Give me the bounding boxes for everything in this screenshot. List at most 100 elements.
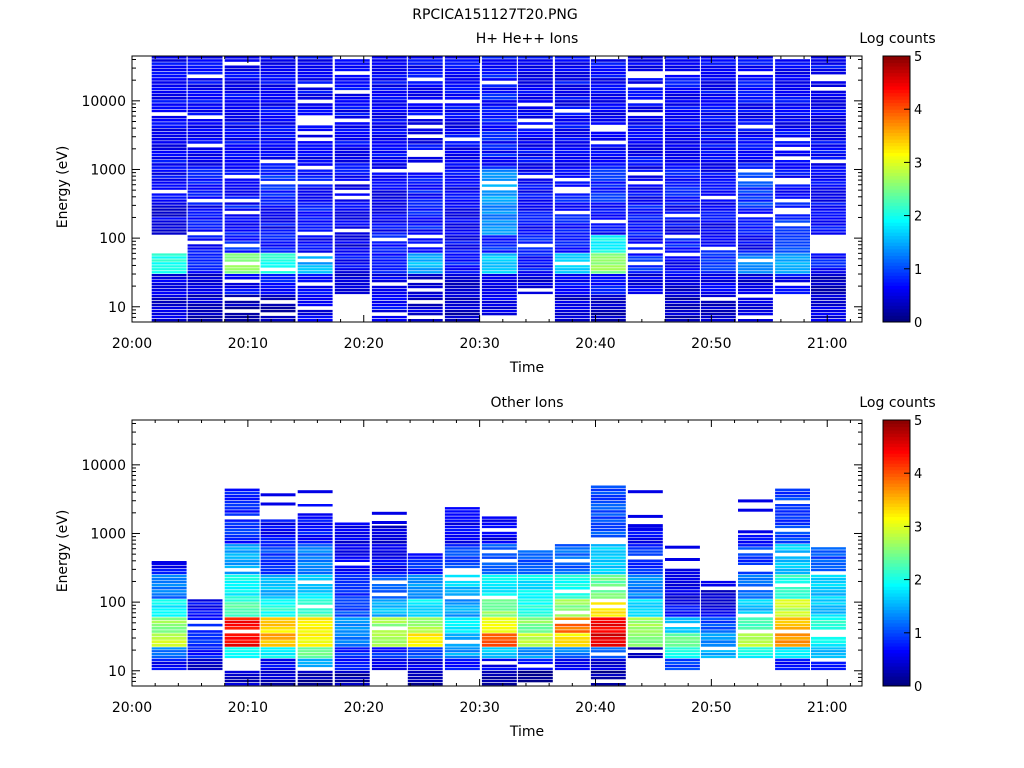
heatmap-cell [665, 294, 700, 298]
heatmap-cell [517, 658, 553, 662]
heatmap-cell [665, 134, 700, 138]
heatmap-cell [334, 627, 370, 630]
heatmap-cell [407, 277, 443, 280]
heatmap-cell [260, 556, 296, 559]
heatmap-cell [334, 633, 370, 637]
heatmap-cell [775, 97, 810, 100]
x-tick-label: 20:30 [459, 700, 499, 716]
colorbar-segment [883, 312, 910, 316]
colorbar-segment [883, 112, 910, 117]
colorbar-segment [883, 258, 910, 263]
heatmap-cell [481, 590, 517, 593]
heatmap-cell [407, 282, 443, 286]
heatmap-cell [371, 144, 407, 147]
heatmap-cell [444, 643, 480, 647]
colorbar-segment [883, 185, 910, 190]
heatmap-cell [297, 169, 333, 172]
heatmap-cell [811, 312, 846, 316]
heatmap-cell [260, 593, 296, 596]
heatmap-cell [738, 547, 773, 550]
heatmap-cell [700, 580, 736, 584]
heatmap-cell [260, 81, 296, 84]
heatmap-cell [151, 147, 187, 150]
heatmap-cell [224, 128, 260, 132]
heatmap-cell [260, 97, 296, 100]
heatmap-cell [738, 562, 773, 565]
heatmap-cell [371, 590, 407, 593]
heatmap-cell [444, 312, 480, 316]
heatmap-cell [627, 285, 663, 289]
heatmap-cell [481, 68, 517, 72]
heatmap-cell [590, 504, 626, 507]
heatmap-cell [151, 229, 187, 232]
heatmap-cell [407, 623, 443, 627]
heatmap-cell [224, 602, 260, 605]
heatmap-cell [738, 119, 773, 122]
heatmap-cell [481, 153, 517, 157]
heatmap-cell [260, 565, 296, 569]
heatmap-cell [590, 670, 626, 674]
heatmap-cell [334, 611, 370, 614]
heatmap-cell [554, 244, 590, 247]
heatmap-cell [481, 602, 517, 605]
heatmap-cell [627, 565, 663, 569]
heatmap-cell [334, 655, 370, 659]
colorbar-segment [883, 265, 910, 270]
heatmap-cell [224, 504, 260, 507]
heatmap-cell [297, 134, 333, 138]
heatmap-cell [444, 611, 480, 614]
heatmap-cell [590, 319, 626, 322]
heatmap-cell [444, 193, 480, 196]
heatmap-cell [665, 211, 700, 214]
heatmap-cell [334, 265, 370, 268]
heatmap-cell [627, 150, 663, 154]
heatmap-cell [297, 627, 333, 630]
heatmap-cell [444, 553, 480, 556]
colorbar-segment [883, 506, 910, 511]
heatmap-cell [297, 608, 333, 611]
heatmap-cell [444, 202, 480, 205]
heatmap-cell [334, 647, 370, 650]
heatmap-cell [444, 241, 480, 244]
heatmap-cell [334, 291, 370, 295]
heatmap-cell [371, 87, 407, 91]
heatmap-cell [334, 620, 370, 624]
heatmap-cell [371, 633, 407, 637]
heatmap-cell [590, 68, 626, 72]
heatmap-cell [371, 574, 407, 578]
heatmap-cell [297, 190, 333, 193]
heatmap-cell [665, 205, 700, 208]
heatmap-cell [297, 650, 333, 653]
heatmap-cell [811, 229, 846, 232]
heatmap-cell [517, 193, 553, 196]
heatmap-cell [554, 640, 590, 644]
heatmap-cell [481, 584, 517, 587]
colorbar-segment [883, 606, 910, 611]
heatmap-cell [590, 87, 626, 91]
heatmap-cell [554, 647, 590, 650]
heatmap-cell [738, 131, 773, 135]
colorbar-segment [883, 433, 910, 438]
heatmap-cell [627, 490, 663, 494]
heatmap-cell [517, 599, 553, 602]
heatmap-cell [407, 59, 443, 62]
heatmap-cell [775, 153, 810, 157]
heatmap-cell [627, 160, 663, 163]
heatmap-cell [517, 141, 553, 144]
heatmap-cell [371, 214, 407, 217]
heatmap-cell [224, 528, 260, 532]
heatmap-cell [738, 138, 773, 141]
heatmap-cell [811, 141, 846, 144]
heatmap-cell [297, 65, 333, 69]
heatmap-cell [334, 522, 370, 525]
heatmap-cell [811, 175, 846, 178]
heatmap-cell [627, 220, 663, 223]
heatmap-cell [407, 220, 443, 223]
heatmap-cell [700, 187, 736, 190]
heatmap-cell [517, 670, 553, 674]
heatmap-cell [407, 202, 443, 205]
heatmap-cell [775, 565, 810, 569]
heatmap-cell [811, 220, 846, 223]
heatmap-cell [334, 565, 370, 569]
heatmap-cell [775, 193, 810, 196]
